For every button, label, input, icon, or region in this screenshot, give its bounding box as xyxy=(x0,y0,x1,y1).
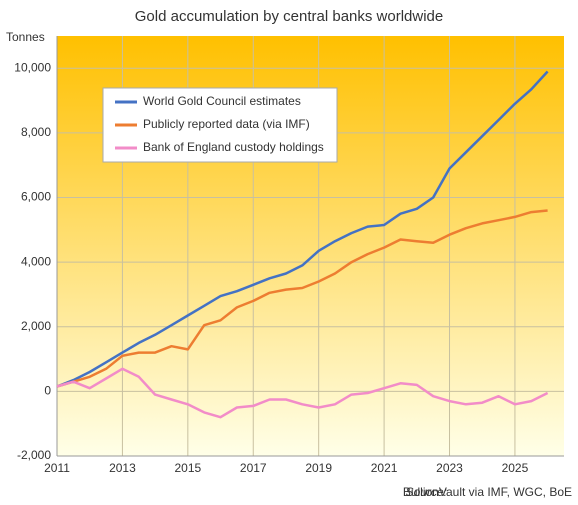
legend-label: Publicly reported data (via IMF) xyxy=(143,117,310,131)
x-tick-label: 2011 xyxy=(44,461,70,475)
x-tick-label: 2013 xyxy=(109,461,136,475)
y-tick-label: 8,000 xyxy=(21,125,51,139)
x-tick-label: 2021 xyxy=(371,461,398,475)
legend-label: World Gold Council estimates xyxy=(143,94,301,108)
legend-label: Bank of England custody holdings xyxy=(143,140,324,154)
source-label: Source: xyxy=(406,485,447,499)
x-tick-label: 2017 xyxy=(240,461,267,475)
y-tick-label: 6,000 xyxy=(21,190,51,204)
y-tick-label: 0 xyxy=(44,384,51,398)
x-tick-label: 2019 xyxy=(305,461,332,475)
legend-box xyxy=(102,87,338,163)
y-axis-label: Tonnes xyxy=(6,30,45,44)
y-tick-label: -2,000 xyxy=(17,448,51,462)
x-tick-label: 2025 xyxy=(502,461,529,475)
data-line xyxy=(56,367,549,419)
data-line xyxy=(56,70,549,388)
x-tick-label: 2015 xyxy=(174,461,201,475)
y-tick-label: 4,000 xyxy=(21,254,51,268)
chart-title: Gold accumulation by central banks world… xyxy=(135,8,444,25)
x-tick-label: 2023 xyxy=(436,461,463,475)
source: BullionVault via IMF, WGC, BoE xyxy=(403,485,572,499)
y-tick-label: 10,000 xyxy=(14,60,51,74)
data-line xyxy=(56,209,548,388)
y-tick-label: 2,000 xyxy=(21,319,51,333)
